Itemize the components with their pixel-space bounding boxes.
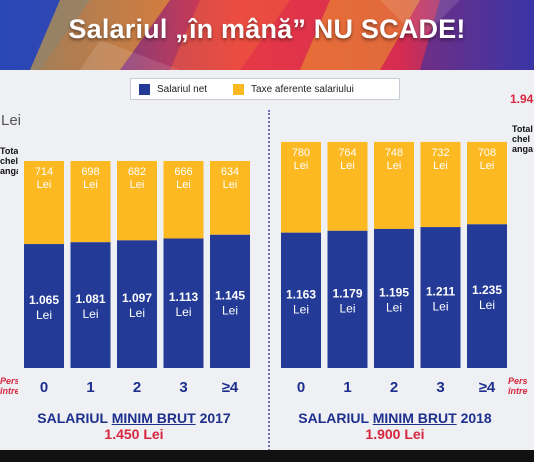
- data-label-tax-unit: Lei: [480, 160, 495, 172]
- data-label-net-unit: Lei: [175, 305, 191, 319]
- x-tick-label: 1: [343, 379, 351, 396]
- x-tick-label: 1: [86, 379, 94, 396]
- x-tick-label: 0: [40, 379, 48, 396]
- x-tick-label: 3: [436, 379, 444, 396]
- footer-title-2017: SALARIUL MINIM BRUT 2017: [37, 410, 231, 426]
- data-label-net: 1.211: [426, 285, 456, 299]
- legend-item-net: Salariul net: [139, 83, 208, 95]
- data-label-net-unit: Lei: [82, 307, 98, 321]
- bar-net: [163, 238, 204, 368]
- data-label-tax-unit: Lei: [223, 179, 238, 191]
- x-tick-label: 3: [179, 379, 187, 396]
- right-total-value: 1.94: [510, 92, 534, 106]
- data-label-net-unit: Lei: [339, 301, 355, 315]
- footer-2018: SALARIUL MINIM BRUT 2018 1.900 Lei: [270, 410, 520, 442]
- data-label-tax-unit: Lei: [340, 160, 355, 172]
- legend-swatch-net: [139, 83, 150, 95]
- left-persons-label: Persoane în întreținere: [0, 376, 18, 396]
- x-tick-label: ≥4: [222, 379, 239, 396]
- bar-tax: [374, 141, 414, 229]
- bar-net: [117, 240, 157, 368]
- legend-swatch-tax: [233, 83, 245, 95]
- bar-tax: [467, 141, 507, 225]
- data-label-net-unit: Lei: [479, 298, 495, 312]
- x-tick-label: 2: [133, 379, 141, 396]
- banner-background: [0, 0, 534, 70]
- data-label-net: 1.145: [215, 288, 245, 302]
- legend-item-tax: Taxe aferente salariului: [233, 83, 354, 95]
- data-label-net: 1.113: [169, 290, 199, 304]
- data-label-tax: 708: [478, 147, 496, 159]
- data-label-tax-unit: Lei: [130, 179, 145, 191]
- bar-tax: [70, 160, 111, 243]
- bottom-rule: [0, 450, 534, 462]
- bar-tax: [24, 160, 64, 245]
- data-label-net: 1.065: [29, 293, 59, 307]
- chart-legend: Salariul net Taxe aferente salariului: [130, 78, 400, 100]
- bar-tax: [117, 160, 157, 241]
- data-label-net-unit: Lei: [36, 308, 52, 322]
- data-label-tax-unit: Lei: [176, 179, 191, 191]
- footer-amount-2017: 1.450 Lei: [104, 426, 164, 442]
- bar-net: [467, 224, 507, 368]
- footer-2017: SALARIUL MINIM BRUT 2017 1.450 Lei: [0, 410, 268, 442]
- bar-tax: [281, 141, 321, 233]
- footer-amount-2018: 1.900 Lei: [365, 426, 425, 442]
- bar-tax: [420, 141, 461, 228]
- data-label-tax-unit: Lei: [37, 179, 52, 191]
- bar-net: [420, 227, 461, 368]
- footer-title-2018: SALARIUL MINIM BRUT 2018: [298, 410, 492, 426]
- data-label-net: 1.097: [122, 291, 152, 305]
- legend-label-net: Salariul net: [157, 83, 208, 95]
- bar-tax: [327, 141, 368, 231]
- left-total-label: Total cheltuieli angajator: [0, 146, 18, 176]
- bar-net: [374, 228, 414, 368]
- header-banner: Salariul „în mână” NU SCADE!: [0, 0, 534, 70]
- data-label-net-unit: Lei: [432, 300, 448, 314]
- x-tick-label: ≥4: [479, 379, 496, 396]
- data-label-tax: 666: [174, 166, 192, 178]
- data-label-tax: 780: [292, 147, 310, 159]
- data-label-net-unit: Lei: [129, 306, 145, 320]
- bar-tax: [163, 160, 204, 239]
- data-label-net: 1.163: [286, 287, 316, 301]
- data-label-net-unit: Lei: [222, 303, 238, 317]
- x-tick-label: 2: [390, 379, 398, 396]
- bar-net: [281, 232, 321, 368]
- unit-label: Lei: [1, 112, 22, 129]
- data-label-net: 1.081: [75, 292, 105, 306]
- data-label-tax: 682: [128, 166, 146, 178]
- bar-net: [24, 244, 64, 368]
- data-label-tax: 764: [338, 147, 356, 159]
- bar-net: [327, 230, 368, 368]
- data-label-tax: 732: [431, 147, 449, 159]
- data-label-tax: 714: [35, 166, 53, 178]
- bar-tax: [210, 160, 250, 235]
- data-label-tax: 698: [81, 166, 99, 178]
- data-label-net: 1.195: [379, 285, 409, 299]
- page-title: Salariul „în mână” NU SCADE!: [68, 14, 466, 44]
- data-label-tax: 634: [221, 166, 239, 178]
- legend-label-tax: Taxe aferente salariului: [251, 83, 354, 95]
- data-label-net-unit: Lei: [293, 302, 309, 316]
- x-tick-label: 0: [297, 379, 305, 396]
- data-label-tax-unit: Lei: [294, 160, 309, 172]
- data-label-net: 1.179: [332, 286, 362, 300]
- section-divider: [268, 110, 270, 455]
- bar-net: [70, 242, 111, 368]
- data-label-tax-unit: Lei: [387, 160, 402, 172]
- data-label-tax-unit: Lei: [83, 179, 98, 191]
- data-label-net: 1.235: [472, 283, 502, 297]
- right-total-label: Total chel anga: [512, 124, 534, 154]
- right-persons-label: Pers între: [508, 376, 528, 396]
- data-label-tax-unit: Lei: [433, 160, 448, 172]
- data-label-net-unit: Lei: [386, 300, 402, 314]
- bar-net: [210, 234, 250, 368]
- data-label-tax: 748: [385, 147, 403, 159]
